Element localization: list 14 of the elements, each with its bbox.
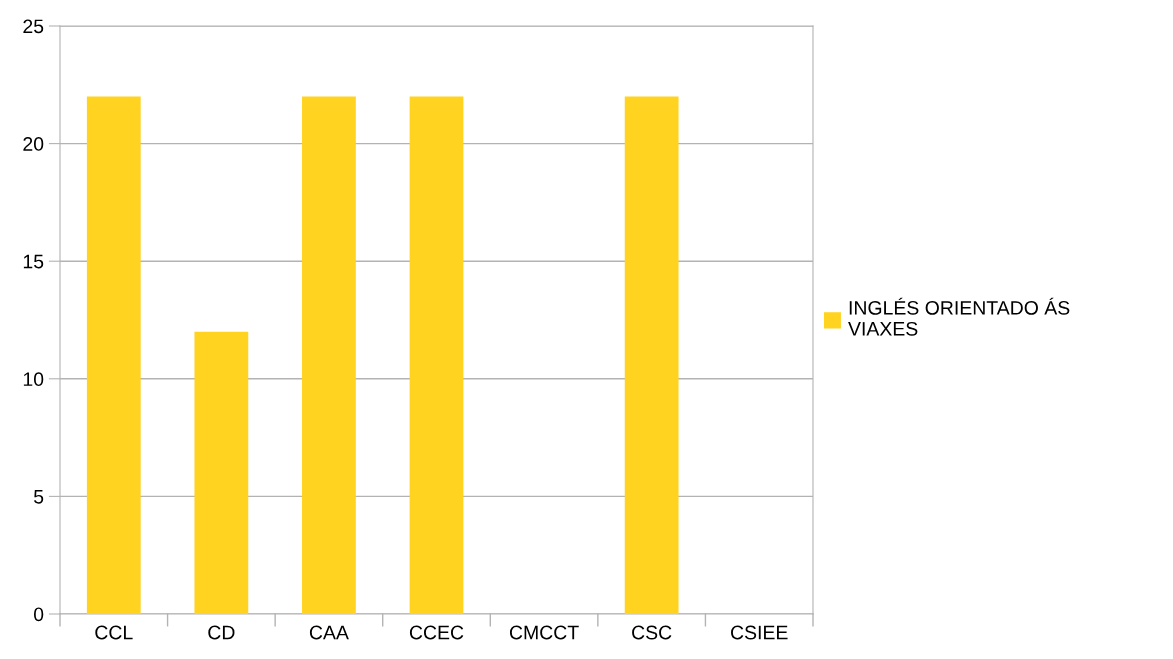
legend-label: INGLÉS ORIENTADO ÁS VIAXES xyxy=(848,297,1070,336)
y-tick-label: 5 xyxy=(33,490,44,504)
x-tick-label: CMCCT xyxy=(509,625,579,640)
x-tick-label: CCEC xyxy=(409,625,464,640)
y-tick-label: 10 xyxy=(23,372,44,387)
x-tick-label: CD xyxy=(208,625,235,640)
x-tick-label: CCL xyxy=(95,625,133,640)
x-tick-label: CSIEE xyxy=(731,625,788,640)
y-tick-label: 0 xyxy=(33,607,44,622)
y-tick-label: 20 xyxy=(23,137,44,151)
y-tick-label: 15 xyxy=(23,254,44,269)
x-tick-label: CAA xyxy=(309,625,349,640)
y-tick-label: 25 xyxy=(23,19,44,34)
x-tick-label: CSC xyxy=(632,625,672,640)
